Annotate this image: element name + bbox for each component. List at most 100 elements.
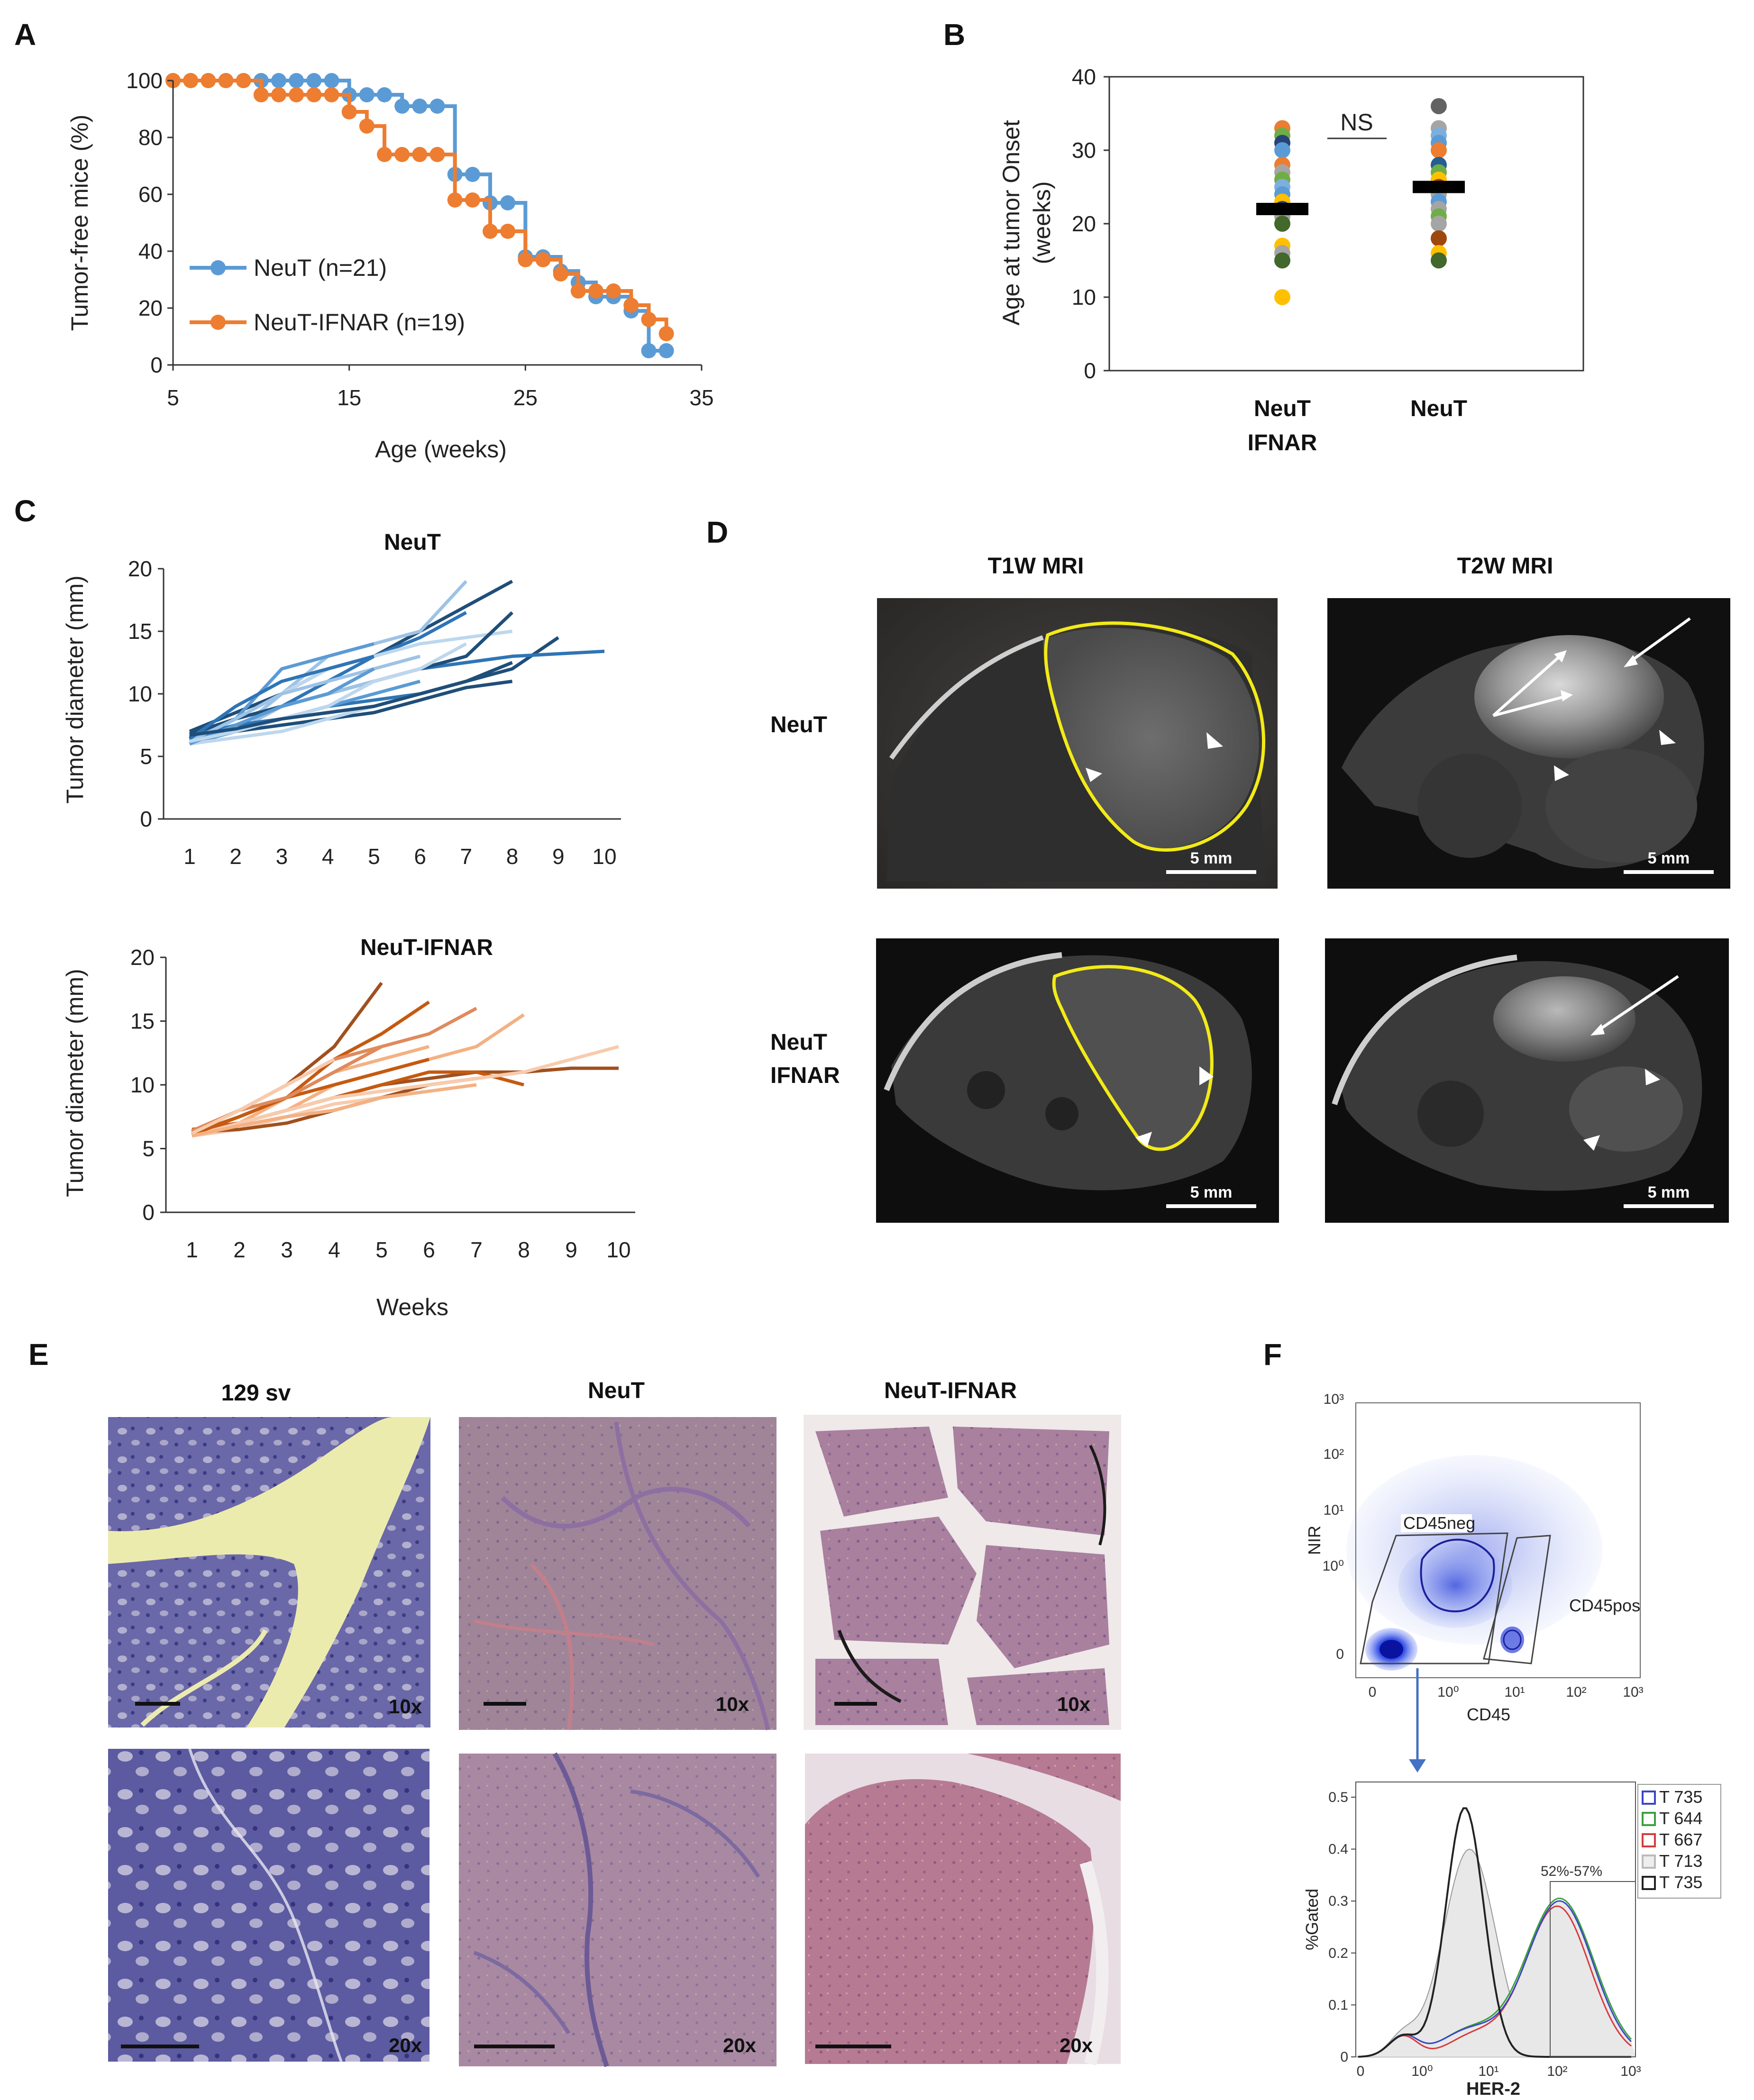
f-scatter-density [1346, 1455, 1602, 1671]
mag-label: 10x [389, 1695, 422, 1718]
b-y-axis-label-units: (weeks) [1029, 181, 1055, 264]
d-row-ifnar-line1: NeuT [770, 1030, 827, 1055]
a-y-tick: 40 [138, 239, 163, 264]
mag-label: 10x [1057, 1693, 1091, 1715]
c-top-y-tick: 0 [140, 807, 152, 831]
a-point [306, 73, 322, 88]
f-legend-item: T 667 [1659, 1830, 1702, 1849]
f-sc-ytick: 10² [1324, 1446, 1344, 1462]
a-x-axis-label: Age (weeks) [375, 436, 507, 463]
f-scatter-x-label: CD45 [1467, 1705, 1510, 1724]
a-point [394, 147, 410, 162]
arrow-icon [1493, 695, 1565, 717]
c-top-growth-line-16 [189, 642, 467, 743]
a-point [429, 99, 445, 114]
c-top-y-tick: 10 [128, 682, 152, 706]
mri-t1w-ifnar: 5 mm [876, 938, 1279, 1223]
tumor-outline [1044, 621, 1266, 852]
c-top-growth-line-12 [189, 655, 421, 743]
a-point [324, 87, 339, 102]
a-point [412, 99, 428, 114]
a-point [306, 87, 322, 102]
a-point [588, 283, 603, 299]
b-y-tick: 40 [1072, 64, 1096, 89]
f-hist-x-tick: 10⁰ [1411, 2064, 1433, 2079]
a-point [483, 224, 498, 239]
scale-bar-label: 5 mm [1648, 1183, 1690, 1201]
a-point [324, 73, 339, 88]
a-point [535, 252, 551, 267]
b-median-bar [1413, 181, 1465, 193]
a-point [289, 87, 304, 102]
a-point [500, 195, 516, 210]
c-bottom-x-tick: 3 [281, 1237, 293, 1262]
a-point [429, 147, 445, 162]
f-hist-y-tick: 0.3 [1328, 1893, 1348, 1909]
c-bottom-growth-line-14 [191, 1058, 335, 1135]
f-sc-ytick: 0 [1336, 1646, 1344, 1662]
c-top-x-tick: 8 [506, 844, 519, 869]
a-legend-neut-marker [210, 260, 226, 275]
scale-bar-label: 5 mm [1190, 849, 1233, 867]
gate-cd45neg [1360, 1532, 1508, 1664]
a-point [359, 118, 375, 134]
he-ifnar-10x: 10x [804, 1415, 1121, 1730]
f-gate-neg-label-bg [1401, 1514, 1472, 1532]
d-row-neut: NeuT [770, 712, 827, 737]
b-y-tick: 10 [1072, 285, 1096, 309]
a-point [500, 224, 516, 239]
f-sc-xtick: 10⁰ [1437, 1684, 1459, 1700]
mag-label: 20x [389, 2034, 422, 2056]
arrowhead-icon [1645, 1069, 1660, 1085]
survival-chart: 0 20 40 60 80 100 5 15 25 35 Age (weeks) Tumor-fr… [66, 68, 714, 463]
a-point [359, 87, 375, 102]
f-sc-xtick: 10² [1566, 1684, 1586, 1700]
a-point [658, 343, 674, 358]
c-top-title: NeuT [384, 530, 441, 555]
c-top-x-tick: 7 [460, 844, 473, 869]
c-top-x-tick: 9 [552, 844, 565, 869]
d-col-t1w: T1W MRI [988, 554, 1084, 579]
b-category-1-line2: IFNAR [1248, 430, 1317, 455]
f-sc-xtick: 10³ [1623, 1684, 1643, 1700]
tumor-outline [1052, 965, 1214, 1151]
a-x-tick: 5 [167, 385, 179, 410]
c-bottom-y-tick: 0 [142, 1200, 155, 1225]
a-point [271, 87, 286, 102]
flow-cytometry-panel: CD45neg CD45pos 10³ 10² 10¹ 10⁰ 0 0 10⁰ … [1302, 1391, 1721, 2099]
b-y-tick: 20 [1072, 211, 1096, 236]
a-point [641, 312, 657, 327]
f-hist-y-tick: 0.5 [1328, 1790, 1348, 1805]
b-point [1431, 142, 1447, 158]
panel-label-d: D [706, 515, 728, 549]
mri-t2w-neut: 5 mm [1327, 598, 1730, 889]
f-legend-item: T 735 [1659, 1787, 1702, 1807]
e-col-neut: NeuT [588, 1378, 645, 1403]
f-legend-item: T 735 [1659, 1873, 1702, 1892]
f-legend-swatch [1642, 1855, 1656, 1869]
f-gate-neg-label: CD45neg [1403, 1513, 1475, 1533]
d-col-t2w: T2W MRI [1457, 554, 1553, 579]
c-top-y-tick: 5 [140, 744, 152, 769]
b-point [1274, 289, 1290, 305]
a-point [412, 147, 428, 162]
c-top-x-tick: 2 [229, 844, 242, 869]
b-point [1431, 98, 1447, 114]
a-point [606, 283, 621, 299]
c-bottom-growth-line-11 [191, 1057, 429, 1136]
f-hist-x-tick: 0 [1357, 2064, 1365, 2079]
a-point [553, 266, 568, 282]
c-bottom-y-axis-label: Tumor diameter (mm) [62, 969, 88, 1197]
arrow-icon [1492, 655, 1561, 717]
he-129sv-10x: 10x [108, 1417, 430, 1727]
c-top-x-tick: 5 [368, 844, 380, 869]
c-top-growth-line-17 [189, 661, 513, 737]
c-top-y-tick: 20 [128, 556, 152, 581]
a-point [641, 343, 657, 358]
f-hist-x-tick: 10³ [1620, 2064, 1641, 2079]
arrowhead-icon [1199, 1066, 1214, 1085]
he-129sv-20x: 20x [108, 1748, 429, 2063]
a-point [218, 73, 234, 88]
